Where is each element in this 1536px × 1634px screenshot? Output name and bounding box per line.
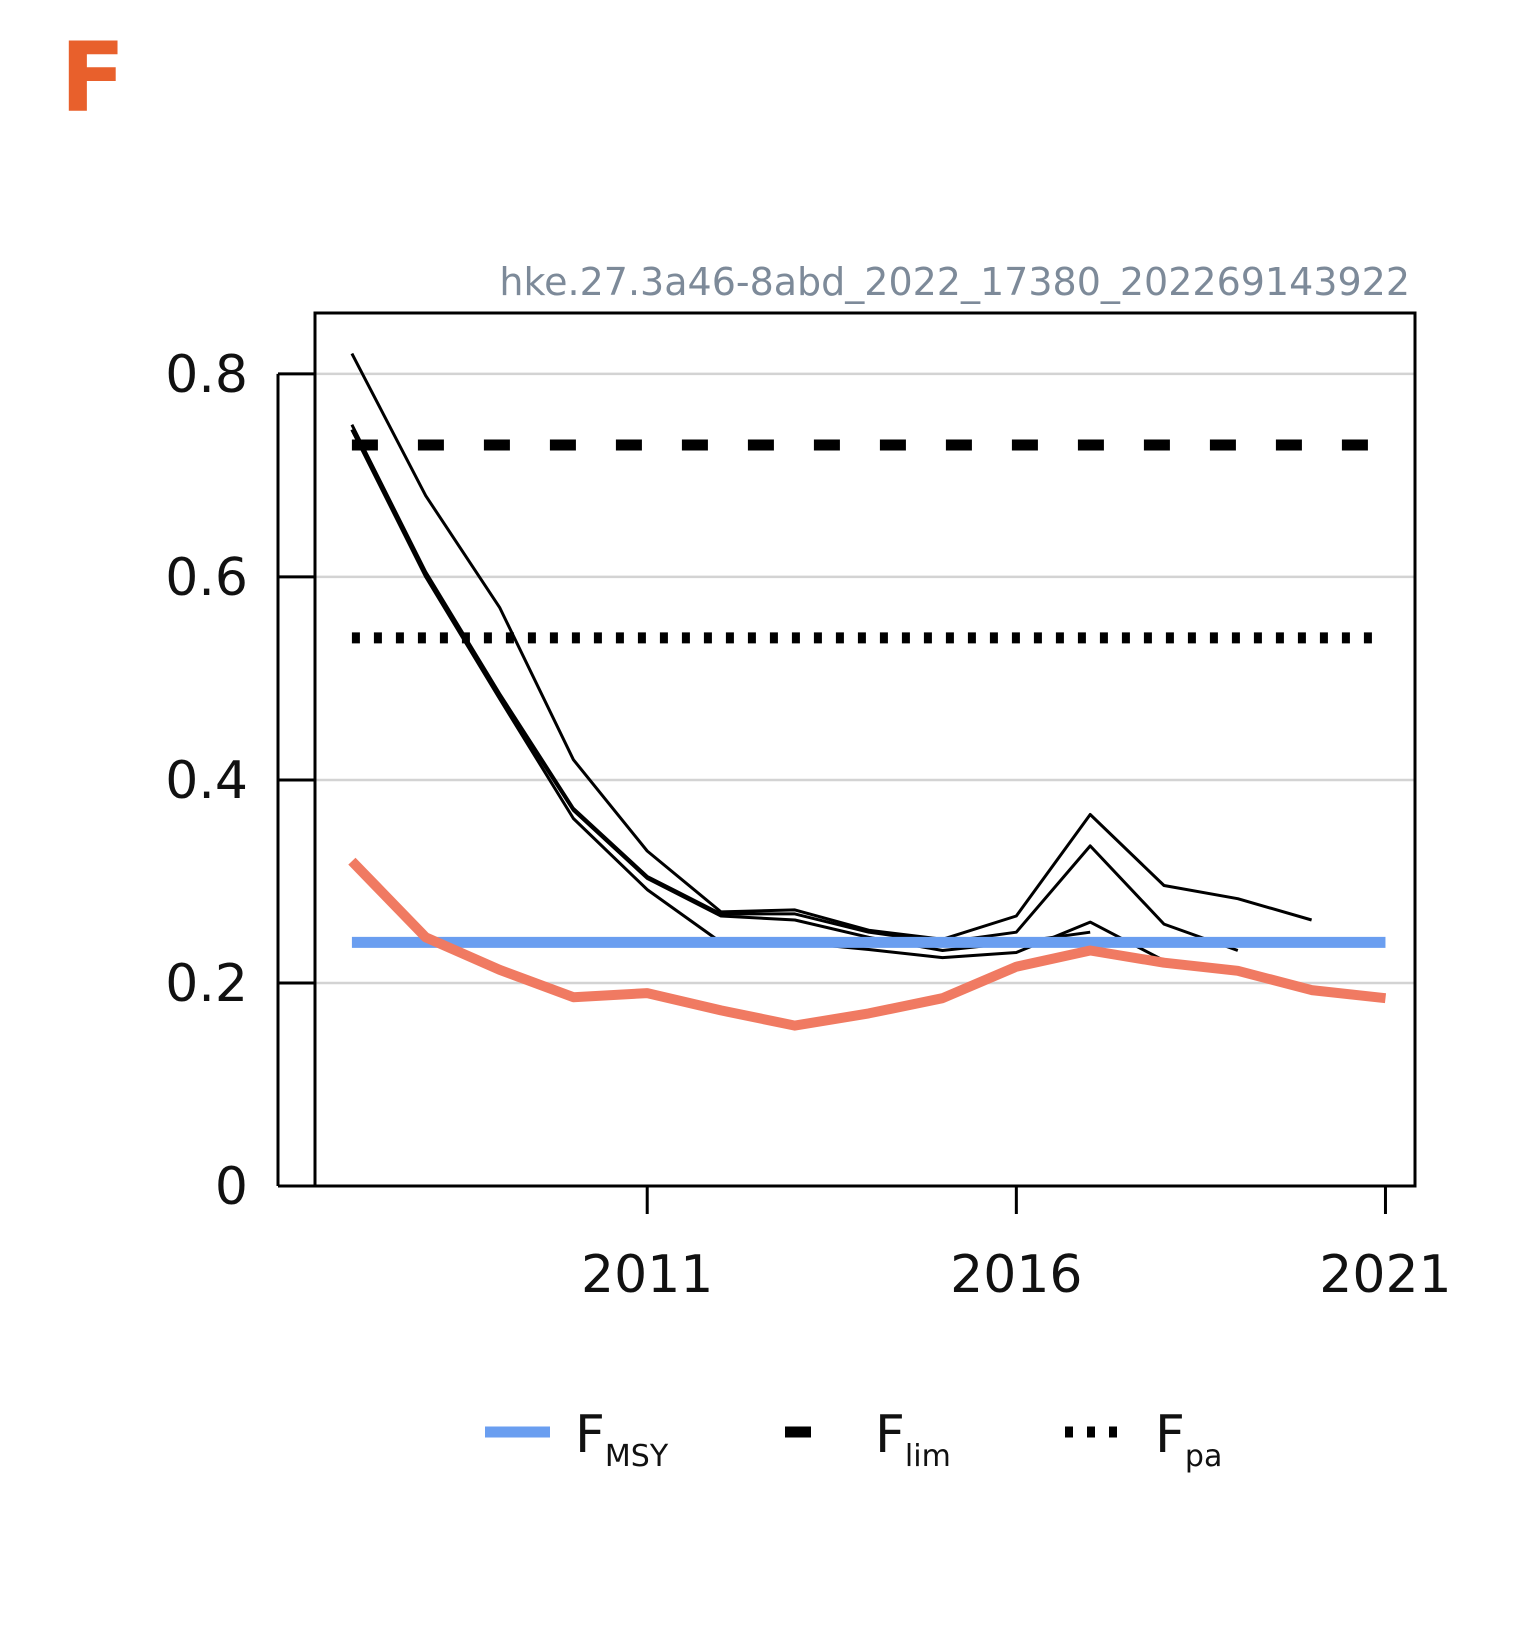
y-tick-label: 0.8 <box>165 345 248 405</box>
legend-label-fmsy: FMSY <box>575 1405 669 1474</box>
x-tick-label: 2021 <box>1319 1245 1451 1305</box>
legend-label-fpa: Fpa <box>1155 1405 1222 1474</box>
reference-lines <box>351 439 1386 644</box>
plot-frame <box>313 311 1417 1188</box>
panel-label: F <box>60 22 126 134</box>
grid-lines <box>315 372 1415 985</box>
series-lines <box>348 352 1387 1031</box>
legend: FMSY Flim Fpa <box>485 1405 1222 1474</box>
retro-series-line-4 <box>350 429 1091 952</box>
axes: 0 0.2 0.4 0.6 0.8 2011 2016 2021 <box>165 345 1451 1305</box>
y-tick-label: 0.2 <box>165 954 248 1014</box>
x-tick-label: 2016 <box>950 1245 1082 1305</box>
y-tick-label: 0.6 <box>165 548 248 608</box>
y-tick-label: 0.4 <box>165 751 248 811</box>
chart-id-label: hke.27.3a46-8abd_2022_17380_202269143922 <box>499 260 1410 304</box>
retro-series-line-1 <box>350 352 1313 941</box>
legend-label-flim: Flim <box>875 1405 951 1474</box>
f-series-line <box>348 857 1387 1031</box>
x-tick-label: 2011 <box>581 1245 713 1305</box>
retro-series-line-2 <box>350 424 1239 952</box>
y-tick-label: 0 <box>215 1157 248 1217</box>
